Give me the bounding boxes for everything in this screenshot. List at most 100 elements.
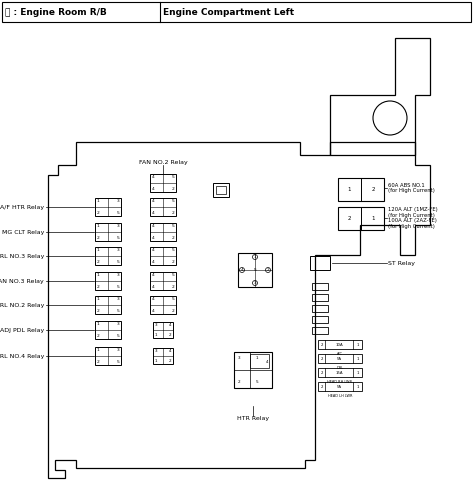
Text: 3: 3: [117, 297, 119, 301]
Text: 1: 1: [97, 248, 100, 252]
Text: 4: 4: [152, 211, 155, 215]
Bar: [95, 321, 121, 339]
Text: 15A: 15A: [335, 371, 343, 374]
Text: 4: 4: [152, 236, 155, 240]
Text: 3: 3: [117, 348, 119, 352]
Bar: [338, 207, 384, 230]
Text: 2: 2: [320, 357, 323, 361]
Circle shape: [265, 267, 271, 272]
Bar: [153, 348, 173, 364]
Text: 1: 1: [97, 199, 100, 203]
Text: 1: 1: [357, 384, 359, 388]
Text: 4: 4: [266, 360, 268, 364]
Text: 3: 3: [117, 322, 119, 326]
Text: 4: 4: [152, 260, 155, 264]
Circle shape: [253, 254, 257, 259]
Text: 2: 2: [347, 216, 351, 221]
Text: 4: 4: [152, 175, 155, 179]
Bar: [318, 354, 362, 363]
Bar: [312, 305, 328, 312]
Bar: [95, 247, 121, 265]
Text: 1: 1: [256, 356, 258, 360]
Text: 2: 2: [320, 343, 323, 347]
Bar: [312, 283, 328, 290]
Text: 2: 2: [266, 268, 269, 272]
Text: 2: 2: [97, 334, 100, 338]
Text: 2: 2: [169, 359, 171, 363]
Circle shape: [373, 101, 407, 135]
Bar: [150, 247, 176, 265]
Text: 1: 1: [357, 343, 359, 347]
Text: DRL NO.4 Relay: DRL NO.4 Relay: [0, 354, 44, 359]
Text: 3: 3: [117, 273, 119, 277]
Text: 1: 1: [254, 255, 256, 259]
Text: ADJ PDL Relay: ADJ PDL Relay: [0, 328, 44, 333]
Text: 4: 4: [152, 297, 155, 301]
Text: 5: 5: [117, 236, 119, 240]
Text: 5: 5: [172, 248, 174, 252]
Text: HEAD LH LWR: HEAD LH LWR: [328, 393, 352, 397]
Text: 2: 2: [97, 260, 100, 264]
Text: 5A: 5A: [337, 357, 341, 361]
Text: 5: 5: [172, 224, 174, 228]
Text: 1: 1: [97, 348, 100, 352]
Bar: [150, 272, 176, 290]
Text: 5: 5: [117, 360, 119, 364]
Text: 4: 4: [152, 285, 155, 289]
Text: ST Relay: ST Relay: [388, 260, 415, 265]
Text: DRL: DRL: [337, 366, 344, 370]
Text: 4: 4: [152, 187, 155, 191]
Text: 5: 5: [172, 199, 174, 203]
Text: 2: 2: [172, 236, 174, 240]
Text: 5: 5: [255, 380, 258, 384]
Text: 4: 4: [241, 268, 243, 272]
Text: 1: 1: [97, 224, 100, 228]
Bar: [95, 198, 121, 216]
Text: HEAD RH LWR: HEAD RH LWR: [328, 379, 353, 383]
Bar: [338, 178, 384, 201]
Text: 5: 5: [254, 268, 256, 272]
Text: 3: 3: [155, 323, 157, 327]
Text: 4: 4: [169, 349, 171, 353]
Text: ⓘ : Engine Room R/B: ⓘ : Engine Room R/B: [5, 7, 107, 16]
Bar: [216, 186, 226, 194]
Text: 60A ABS NO.1
(for High Current): 60A ABS NO.1 (for High Current): [388, 183, 435, 193]
Text: 5: 5: [117, 309, 119, 313]
Text: 4: 4: [152, 199, 155, 203]
Text: 1: 1: [97, 322, 100, 326]
Bar: [95, 347, 121, 365]
Bar: [318, 340, 362, 349]
Text: 4: 4: [152, 273, 155, 277]
Bar: [238, 253, 272, 287]
Text: 120A ALT (1MZ-FE)
(for High Current)
100A ALT (2AZ-FE)
(for High Current): 120A ALT (1MZ-FE) (for High Current) 100…: [388, 207, 438, 229]
Text: 1: 1: [155, 359, 157, 363]
Bar: [213, 183, 229, 197]
Text: 1: 1: [357, 371, 359, 374]
Text: 1: 1: [97, 273, 100, 277]
Text: 2: 2: [169, 333, 171, 337]
Bar: [312, 327, 328, 334]
Text: 4: 4: [152, 224, 155, 228]
Text: 4: 4: [169, 323, 171, 327]
Text: 2: 2: [172, 187, 174, 191]
Text: 2: 2: [97, 285, 100, 289]
Text: 5: 5: [117, 285, 119, 289]
Text: 5: 5: [117, 334, 119, 338]
Text: DRL NO.3 Relay: DRL NO.3 Relay: [0, 253, 44, 258]
Text: 3: 3: [254, 281, 256, 285]
Text: 2: 2: [172, 309, 174, 313]
Text: 2: 2: [371, 186, 375, 192]
Text: 1: 1: [347, 186, 351, 192]
Text: 5: 5: [117, 211, 119, 215]
Text: 1: 1: [155, 333, 157, 337]
Text: Engine Compartment Left: Engine Compartment Left: [163, 7, 294, 16]
Text: 3: 3: [117, 224, 119, 228]
Text: 1: 1: [357, 357, 359, 361]
Text: 1: 1: [371, 216, 375, 221]
Text: FAN NO.2 Relay: FAN NO.2 Relay: [138, 160, 187, 165]
Text: DRL NO.2 Relay: DRL NO.2 Relay: [0, 302, 44, 307]
Bar: [234, 352, 272, 388]
Circle shape: [239, 267, 245, 272]
Bar: [150, 198, 176, 216]
Text: HTR Relay: HTR Relay: [237, 416, 269, 421]
